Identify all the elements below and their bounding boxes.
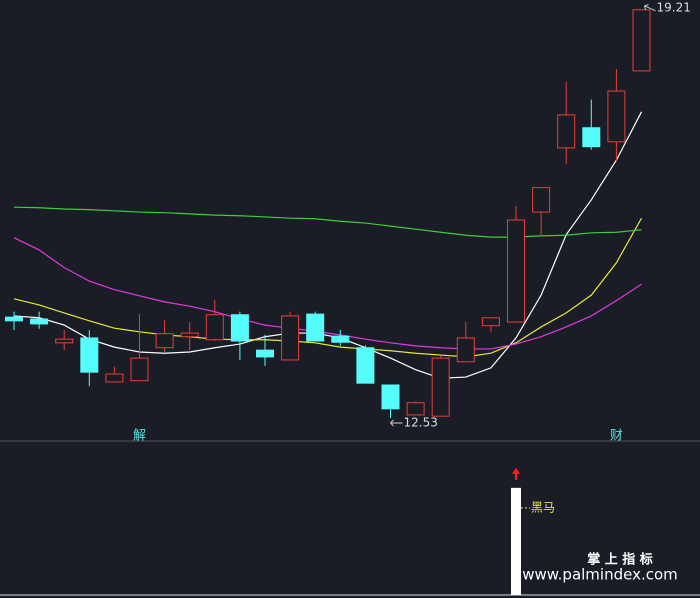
candle-body — [105, 373, 124, 383]
watermark-title: 掌 上 指 标 — [587, 552, 653, 568]
candle-body — [230, 314, 249, 342]
annotation: 解 — [133, 429, 146, 444]
ma-line — [13, 206, 642, 238]
candle-body — [532, 187, 551, 213]
arrow — [390, 419, 403, 427]
candle-body — [381, 384, 400, 410]
candle-body — [356, 347, 375, 384]
indicator-label: 黑马 — [531, 500, 555, 514]
candle-body — [406, 402, 425, 416]
candle-body — [607, 90, 626, 143]
candle-body — [481, 317, 500, 327]
candle-body — [205, 314, 224, 341]
candle-body — [431, 357, 450, 417]
arrow — [644, 4, 656, 12]
high-label: 19.21 — [657, 0, 691, 14]
low-label: 12.53 — [404, 416, 438, 430]
candle-body — [180, 332, 199, 338]
candle-body — [306, 313, 325, 342]
ma-line — [13, 237, 642, 350]
candle-body — [80, 337, 99, 373]
candle-body — [507, 219, 525, 323]
candle-body — [281, 315, 300, 361]
candle-body — [632, 9, 651, 72]
candle-body — [5, 316, 23, 322]
candle-body — [456, 337, 475, 363]
candle-body — [331, 335, 350, 343]
candle-body — [130, 357, 149, 382]
indicator-bar — [511, 487, 521, 595]
ma-line — [13, 217, 643, 358]
candle-body — [557, 114, 576, 149]
candle-body — [582, 127, 601, 148]
ma-line — [13, 111, 643, 379]
watermark-url: www.palmindex.com — [522, 566, 678, 584]
signal-arrow — [512, 467, 520, 480]
candle-body — [155, 333, 174, 349]
candle-body — [55, 338, 74, 344]
candle-body — [30, 318, 49, 325]
annotation: 财 — [610, 429, 623, 444]
candle-body — [256, 349, 274, 358]
